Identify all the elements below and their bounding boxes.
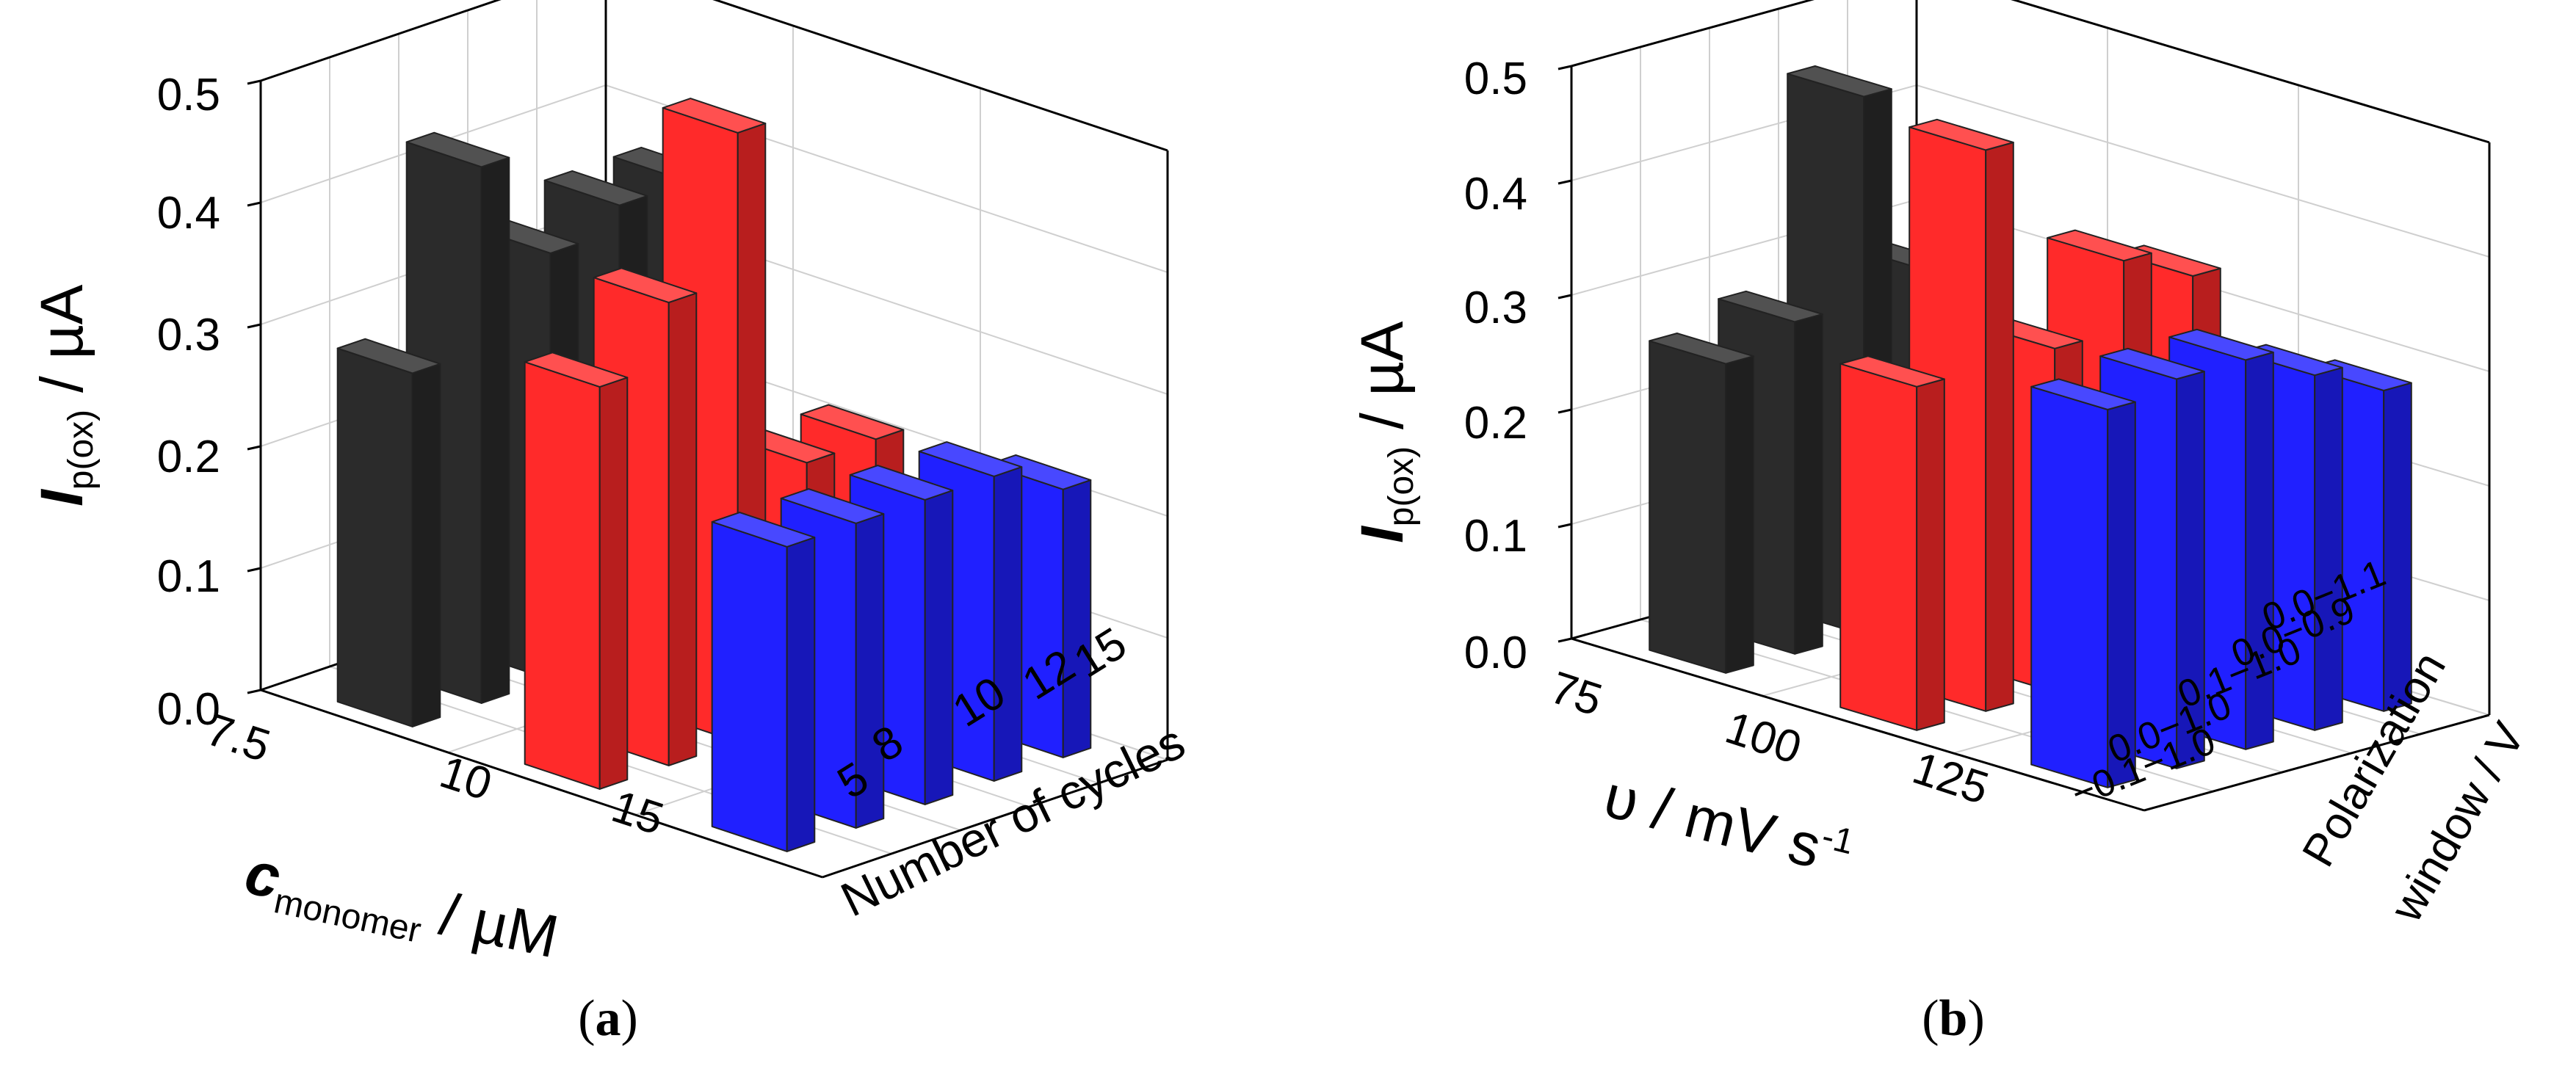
b-ytick-mark [1557, 65, 1572, 70]
a-ytick-mark [247, 201, 261, 207]
caption-b: (b) [1922, 990, 1985, 1047]
bar-side-face [1725, 355, 1754, 674]
b-xtick-0: 75 [1544, 662, 1608, 726]
bar-front-face [2030, 385, 2109, 788]
a-ytick-2: 0.2 [157, 432, 220, 482]
bar-side-face [1062, 479, 1092, 758]
bar-side-face [598, 377, 629, 790]
b-xtick-1: 100 [1719, 702, 1807, 774]
bar-side-face [1985, 142, 2014, 712]
b-ytick-1: 0.1 [1464, 511, 1527, 562]
bar-top-face [2030, 378, 2136, 410]
a-frame-edge [822, 758, 1168, 879]
b-x-axis-title: υ / mV s-1 [1598, 763, 1859, 888]
panel-b-bars [1649, 65, 2412, 788]
b-ytick-5: 0.5 [1464, 54, 1527, 104]
bar-front-face [1839, 363, 1918, 731]
bar-top-face [780, 488, 885, 524]
bar-top-face [918, 441, 1023, 477]
panel-a-chart: 0.0 0.1 0.2 0.3 0.4 0.5 Ip(ox) / µA 7.5 … [29, 0, 1193, 1047]
b-frame-edge [2143, 714, 2490, 812]
bar-top-face [543, 170, 648, 206]
bar-side-face [411, 363, 441, 727]
a-ytick-5: 0.5 [157, 70, 220, 120]
b-frame-edge [2011, 0, 2490, 144]
b-xtick-2: 125 [1906, 743, 1994, 815]
bar-top-face [405, 131, 510, 168]
bar-side-face [993, 466, 1023, 782]
b-ytick-mark [1557, 179, 1572, 185]
a-bar-x2-z0 [711, 512, 816, 852]
bar-top-face [1718, 290, 1823, 323]
bar-side-face [1794, 313, 1823, 655]
a-ytick-mark [247, 79, 261, 85]
a-ytick-3: 0.3 [157, 310, 220, 360]
b-ytick-mark [1557, 294, 1572, 299]
bar-top-face [711, 512, 816, 548]
b-ytick-mark [1557, 637, 1572, 643]
b-ytick-mark [1557, 523, 1572, 529]
bar-front-face [1649, 340, 1727, 674]
bar-top-face [1649, 333, 1754, 365]
bar-top-face [2099, 347, 2205, 380]
bar-side-face [786, 537, 816, 852]
bar-front-face [524, 361, 601, 790]
b-frame-edge [1571, 0, 1815, 68]
bar-side-face [924, 490, 954, 805]
a-ytick-mark [247, 323, 261, 329]
b-bar-x1-z0 [1839, 355, 1945, 731]
bar-top-face [1839, 355, 1945, 388]
a-xtick-2: 15 [606, 781, 670, 845]
a-frame-edge [712, 0, 1168, 152]
bar-front-face [711, 520, 788, 852]
a-frame-edge [260, 689, 823, 879]
bar-front-face [336, 347, 413, 727]
b-bar-x0-z0 [1649, 333, 1754, 674]
a-y-axis-title: Ip(ox) / µA [29, 284, 101, 507]
bar-side-face [667, 292, 698, 766]
a-ytick-1: 0.1 [157, 551, 220, 602]
bar-top-face [336, 338, 441, 374]
bar-top-face [1787, 65, 1892, 98]
bar-top-face [849, 465, 954, 501]
caption-a: (a) [578, 990, 638, 1047]
panel-b-chart: 0.0 0.1 0.2 0.3 0.4 0.5 Ip(ox) / µA 75 1… [1349, 0, 2535, 1047]
bar-side-face [1916, 378, 1945, 731]
a-xtick-1: 10 [434, 747, 498, 810]
b-ytick-0: 0.0 [1464, 628, 1527, 678]
bar-side-face [2314, 366, 2343, 731]
panel-a-bars [336, 98, 1092, 852]
a-x-axis-title: cmonomer / µM [238, 840, 564, 979]
a-ytick-0: 0.0 [157, 684, 220, 735]
b-ytick-mark [1557, 408, 1572, 414]
bar-top-face [2168, 328, 2274, 361]
bar-top-face [2047, 229, 2152, 262]
a-ytick-4: 0.4 [157, 188, 220, 239]
bar-top-face [662, 98, 767, 134]
bar-top-face [800, 404, 905, 440]
b-ytick-4: 0.4 [1464, 169, 1527, 219]
b-bar-x2-z0 [2030, 378, 2136, 788]
a-ytick-mark [247, 567, 261, 573]
b-frame-edge [1571, 637, 2145, 812]
bar-side-face [480, 156, 510, 704]
a-ytick-mark [247, 689, 261, 694]
a-bar-x1-z0 [524, 352, 629, 790]
b-ytick-2: 0.2 [1464, 398, 1527, 449]
bar-top-face [593, 267, 698, 304]
bar-top-face [524, 352, 629, 388]
a-ytick-mark [247, 445, 261, 451]
b-ytick-3: 0.3 [1464, 283, 1527, 333]
bar-top-face [1909, 118, 2014, 151]
a-frame-edge [260, 0, 502, 82]
a-bar-x0-z0 [336, 338, 441, 727]
b-y-axis-title: Ip(ox) / µA [1349, 321, 1421, 543]
